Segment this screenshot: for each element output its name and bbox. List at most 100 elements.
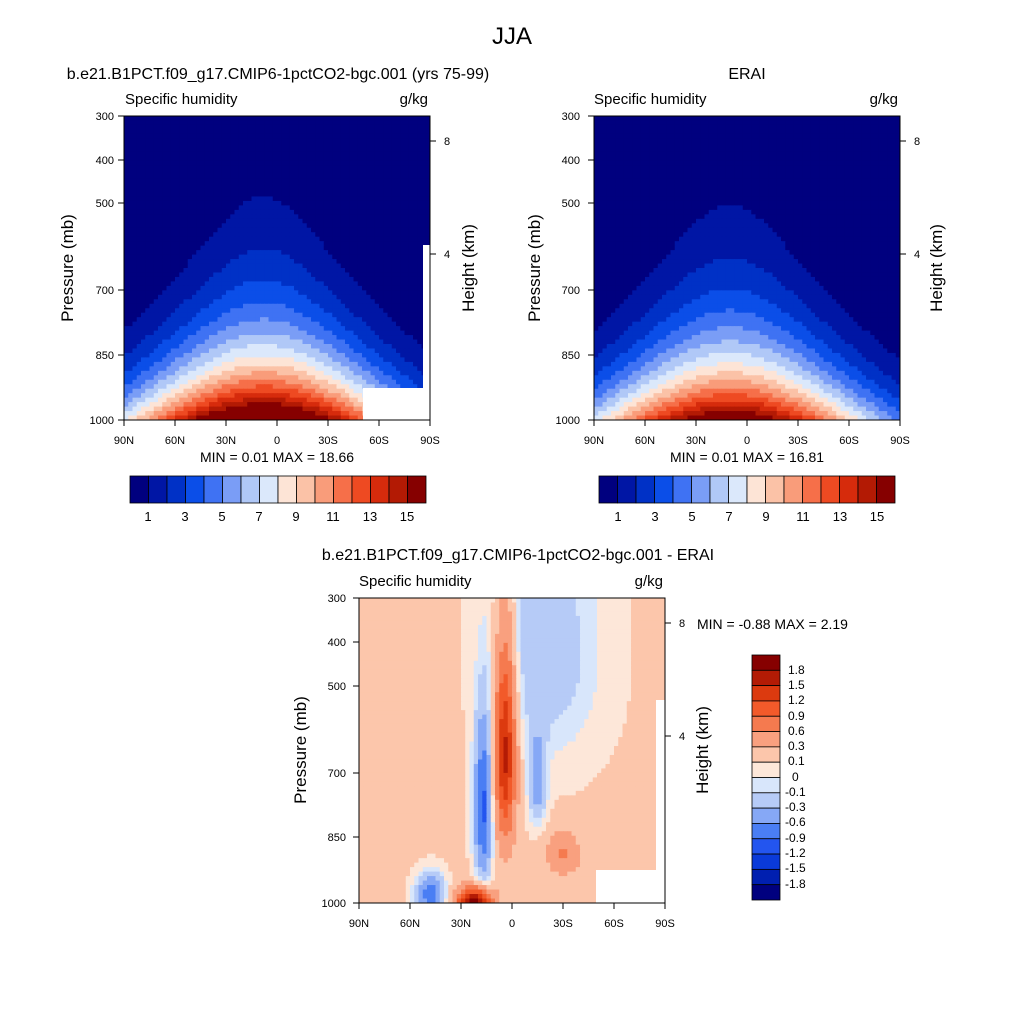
contour-cell <box>238 223 244 229</box>
contour-cell <box>175 379 180 385</box>
contour-cell <box>158 165 163 171</box>
contour-cell <box>238 160 244 166</box>
contour-cell <box>247 209 253 215</box>
contour-cell <box>243 133 248 139</box>
contour-cell <box>357 366 363 372</box>
contour-cell <box>255 200 261 207</box>
contour-cell <box>294 406 299 412</box>
contour-cell <box>332 299 338 305</box>
contour-cell <box>272 200 278 207</box>
contour-cell <box>192 379 197 385</box>
contour-cell <box>336 366 342 372</box>
contour-cell <box>145 339 151 345</box>
contour-cell <box>196 326 202 332</box>
contour-cell <box>141 370 146 376</box>
contour-cell <box>294 142 299 148</box>
contour-cell <box>323 214 329 220</box>
contour-cell <box>124 299 129 305</box>
contour-cell <box>132 294 138 300</box>
contour-cell <box>345 259 350 265</box>
contour-cell <box>349 272 355 278</box>
contour-cell <box>345 209 350 215</box>
contour-cell <box>323 241 329 247</box>
contour-cell <box>319 116 325 122</box>
contour-cell <box>221 124 227 131</box>
y-tick-label: 850 <box>96 350 114 362</box>
contour-cell <box>272 156 278 162</box>
contour-cell <box>311 205 316 211</box>
contour-cell <box>298 183 304 189</box>
contour-cell <box>196 227 202 233</box>
contour-cell <box>315 406 321 412</box>
contour-cell <box>323 187 329 193</box>
contour-cell <box>413 129 418 135</box>
contour-cell <box>128 142 134 148</box>
contour-cell <box>221 312 227 318</box>
contour-cell <box>362 227 367 233</box>
contour-cell <box>306 397 312 403</box>
contour-cell <box>226 200 231 207</box>
contour-cell <box>345 192 350 198</box>
contour-cell <box>289 263 295 269</box>
contour-cell <box>370 205 376 211</box>
contour-cell <box>264 352 270 359</box>
contour-cell <box>153 379 159 385</box>
contour-cell <box>196 308 202 314</box>
contour-cell <box>323 281 329 287</box>
contour-cell <box>357 272 363 278</box>
contour-cell <box>268 223 274 229</box>
contour-cell <box>204 236 210 242</box>
contour-cell <box>396 250 401 256</box>
contour-cell <box>209 375 214 381</box>
contour-cell <box>417 303 423 309</box>
contour-cell <box>128 165 134 171</box>
contour-cell <box>357 339 363 345</box>
contour-cell <box>272 366 278 372</box>
contour-cell <box>238 151 244 157</box>
contour-cell <box>328 138 333 144</box>
contour-cell <box>204 259 210 265</box>
contour-cell <box>387 326 393 332</box>
contour-cell <box>391 352 397 359</box>
contour-cell <box>187 348 193 354</box>
contour-cell <box>187 218 193 224</box>
contour-cell <box>315 183 321 189</box>
contour-cell <box>166 133 172 139</box>
contour-cell <box>141 276 146 283</box>
contour-cell <box>336 357 342 363</box>
contour-cell <box>362 133 367 139</box>
contour-cell <box>132 411 138 417</box>
contour-cell <box>149 196 155 202</box>
contour-cell <box>243 415 248 420</box>
contour-cell <box>221 326 227 332</box>
contour-cell <box>204 268 210 274</box>
contour-cell <box>124 330 129 336</box>
contour-cell <box>319 344 325 350</box>
contour-cell <box>421 241 427 247</box>
contour-cell <box>362 285 367 291</box>
contour-cell <box>128 250 134 256</box>
contour-cell <box>289 205 295 211</box>
contour-cell <box>179 205 185 211</box>
contour-cell <box>162 344 168 350</box>
contour-cell <box>285 317 291 323</box>
contour-cell <box>362 156 367 162</box>
contour-cell <box>294 245 299 251</box>
contour-cell <box>166 321 172 327</box>
contour-cell <box>217 411 223 417</box>
contour-cell <box>183 124 189 131</box>
contour-cell <box>374 312 380 318</box>
contour-cell <box>387 169 393 175</box>
contour-cell <box>340 366 346 372</box>
contour-cell <box>294 209 299 215</box>
contour-cell <box>187 209 193 215</box>
contour-cell <box>302 294 308 300</box>
contour-cell <box>332 357 338 363</box>
contour-cell <box>128 281 134 287</box>
contour-cell <box>192 214 197 220</box>
contour-cell <box>213 138 219 144</box>
contour-cell <box>153 183 159 189</box>
contour-cell <box>136 174 142 180</box>
contour-cell <box>145 384 151 390</box>
contour-cell <box>328 147 333 153</box>
